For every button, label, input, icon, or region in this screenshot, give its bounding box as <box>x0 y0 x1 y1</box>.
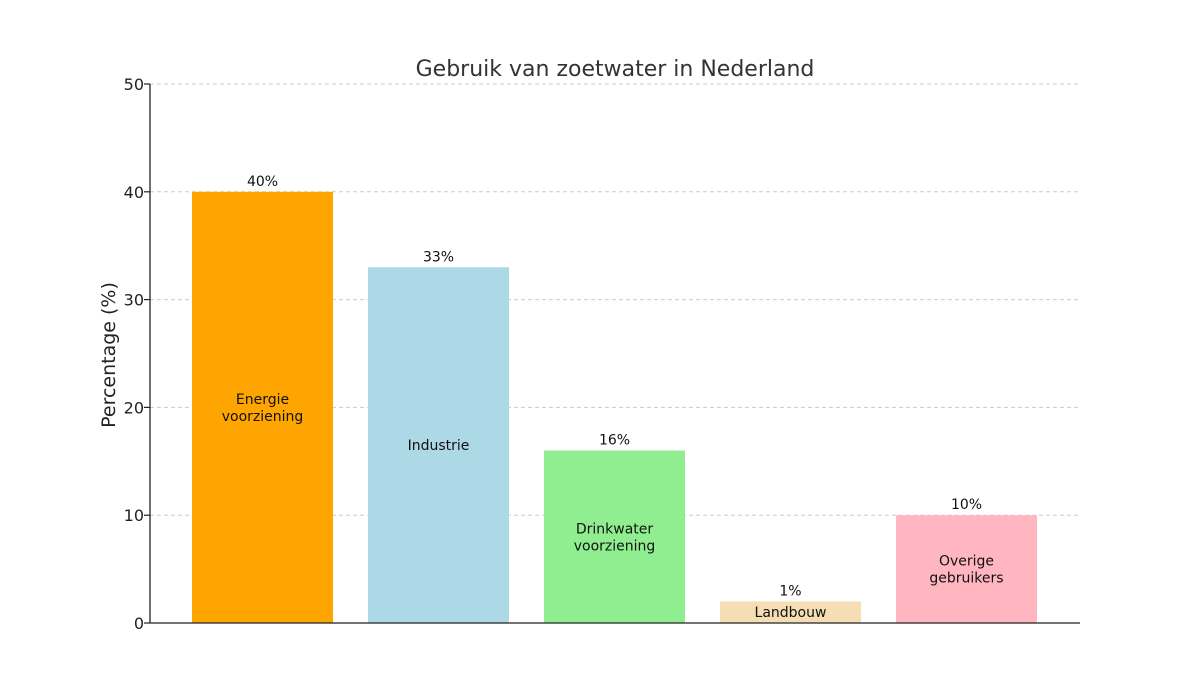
bar-category-label: Drinkwater voorziening <box>574 521 656 554</box>
bar-category-label: Energie voorziening <box>222 392 304 425</box>
bar <box>192 191 333 624</box>
y-tick-label: 10 <box>124 506 144 525</box>
bar <box>896 515 1037 623</box>
y-tick-label: 50 <box>124 75 144 94</box>
bar-value-label: 40% <box>247 174 278 190</box>
bar-value-label: 33% <box>423 249 454 265</box>
bars: 40% Energie voorziening 33% Industrie 16% Drin… <box>192 174 1037 624</box>
y-axis-ticks: 0 10 20 30 40 50 <box>124 75 150 633</box>
y-tick-label: 30 <box>124 291 144 310</box>
bar-category-label: Industrie <box>408 438 470 454</box>
bar-value-label: 10% <box>951 497 982 513</box>
bar-category-label: Landbouw <box>755 605 827 621</box>
chart-title: Gebruik van zoetwater in Nederland <box>416 57 815 82</box>
bar-value-label: 16% <box>599 433 630 449</box>
y-tick-label: 20 <box>124 398 144 417</box>
bar <box>544 450 685 623</box>
bar <box>720 601 861 623</box>
bar-value-label: 1% <box>779 583 801 599</box>
y-tick-label: 0 <box>134 614 144 633</box>
bar <box>368 267 509 623</box>
y-tick-label: 40 <box>124 183 144 202</box>
bar-category-label: Overige gebruikers <box>929 554 1003 587</box>
y-axis-label: Percentage (%) <box>98 282 120 428</box>
